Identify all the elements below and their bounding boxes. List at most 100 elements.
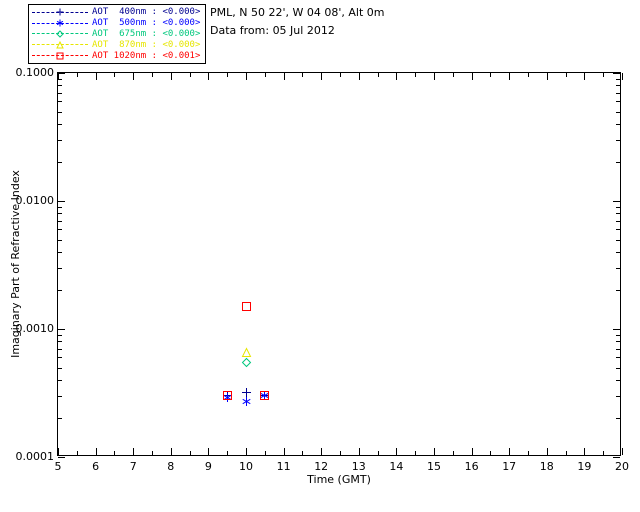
x-major-tick bbox=[358, 73, 360, 80]
y-minor-tick bbox=[616, 111, 620, 113]
x-minor-tick bbox=[415, 73, 417, 77]
y-minor-tick bbox=[616, 395, 620, 397]
legend-dash-line bbox=[32, 44, 88, 46]
legend-line-sample bbox=[32, 40, 88, 49]
square-marker-icon bbox=[260, 391, 270, 401]
y-tick-label: 0.1000 bbox=[15, 66, 55, 79]
legend-entry: AOT 1020nm : <0.001> bbox=[32, 50, 202, 61]
x-minor-tick bbox=[227, 451, 229, 455]
y-minor-tick bbox=[58, 139, 62, 141]
y-minor-tick bbox=[58, 123, 62, 125]
y-tick-label: 0.0100 bbox=[15, 194, 55, 207]
site-location-text: PML, N 50 22', W 04 08', Alt 0m bbox=[210, 6, 385, 19]
x-major-tick bbox=[509, 448, 511, 455]
x-tick-label: 10 bbox=[239, 460, 253, 473]
x-major-tick bbox=[95, 448, 97, 455]
x-tick-label: 12 bbox=[314, 460, 329, 473]
x-major-tick bbox=[58, 448, 59, 455]
y-minor-tick bbox=[58, 78, 62, 80]
plus-marker-icon bbox=[56, 8, 64, 16]
x-major-tick bbox=[358, 448, 360, 455]
y-minor-tick bbox=[616, 334, 620, 336]
y-minor-tick bbox=[58, 213, 62, 215]
x-minor-tick bbox=[114, 451, 116, 455]
x-tick-label: 16 bbox=[464, 460, 479, 473]
y-major-tick bbox=[58, 201, 65, 202]
asterisk-marker-icon bbox=[56, 19, 64, 27]
y-minor-tick bbox=[616, 239, 620, 241]
legend-label: AOT 675nm : <0.000> bbox=[92, 28, 201, 39]
x-tick-label: 19 bbox=[577, 460, 592, 473]
y-minor-tick bbox=[58, 348, 62, 350]
asterisk-marker-icon bbox=[223, 393, 232, 403]
x-minor-tick bbox=[565, 73, 567, 77]
y-minor-tick bbox=[58, 220, 62, 222]
x-major-tick bbox=[546, 73, 548, 80]
data-point-marker bbox=[260, 391, 270, 401]
plus-marker-icon bbox=[241, 387, 251, 397]
legend-entry: AOT 675nm : <0.000> bbox=[32, 29, 202, 40]
x-axis-title: Time (GMT) bbox=[307, 473, 371, 486]
y-minor-tick bbox=[616, 229, 620, 231]
y-axis-title: Imaginary Part of Refractive Index bbox=[9, 170, 22, 358]
legend-label: AOT 500nm : <0.000> bbox=[92, 18, 201, 29]
y-minor-tick bbox=[616, 220, 620, 222]
x-major-tick bbox=[133, 73, 135, 80]
legend-line-sample bbox=[32, 51, 88, 60]
asterisk-marker-icon bbox=[260, 391, 269, 401]
legend-marker bbox=[56, 19, 64, 27]
legend-label: AOT 400nm : <0.000> bbox=[92, 7, 201, 18]
y-minor-tick bbox=[616, 85, 620, 87]
x-minor-tick bbox=[528, 451, 529, 455]
triangle-marker-icon bbox=[56, 40, 64, 49]
x-minor-tick bbox=[264, 451, 266, 455]
y-minor-tick bbox=[58, 229, 62, 231]
x-major-tick bbox=[170, 73, 172, 80]
y-tick-label: 0.0001 bbox=[15, 450, 55, 463]
x-tick-label: 6 bbox=[92, 460, 100, 473]
y-minor-tick bbox=[58, 395, 62, 397]
y-minor-tick bbox=[616, 162, 620, 164]
x-minor-tick bbox=[340, 451, 341, 455]
y-minor-tick bbox=[616, 78, 620, 80]
plot-area: 5 6 7 8 9 10 11 12 13 14 15 16 17 18 19 20 0.1000 0.0100 0… bbox=[16, 66, 630, 473]
y-minor-tick bbox=[616, 213, 620, 215]
y-minor-tick bbox=[58, 206, 62, 208]
data-point-marker bbox=[241, 301, 251, 311]
x-major-tick bbox=[622, 73, 623, 80]
x-tick-label: 7 bbox=[129, 460, 137, 473]
legend-marker bbox=[56, 52, 64, 60]
x-tick-label: 9 bbox=[204, 460, 212, 473]
x-tick-label: 14 bbox=[389, 460, 404, 473]
y-minor-tick bbox=[616, 379, 620, 381]
x-major-tick bbox=[584, 73, 586, 80]
x-tick-label: 13 bbox=[351, 460, 366, 473]
x-major-tick bbox=[471, 448, 473, 455]
y-minor-tick bbox=[58, 267, 62, 269]
x-major-tick bbox=[396, 448, 398, 455]
x-major-tick bbox=[471, 73, 473, 80]
x-major-tick bbox=[95, 73, 97, 80]
x-minor-tick bbox=[189, 451, 191, 455]
x-major-tick bbox=[58, 73, 59, 80]
y-minor-tick bbox=[616, 341, 620, 343]
x-major-tick bbox=[396, 73, 398, 80]
y-major-tick bbox=[613, 73, 620, 74]
x-minor-tick bbox=[302, 73, 304, 77]
x-major-tick bbox=[283, 73, 285, 80]
legend-entry: AOT 870nm : <0.000> bbox=[32, 39, 202, 50]
y-minor-tick bbox=[616, 267, 620, 269]
x-minor-tick bbox=[340, 73, 341, 77]
x-major-tick bbox=[584, 448, 586, 455]
y-minor-tick bbox=[58, 92, 62, 94]
y-tick-label: 0.0010 bbox=[15, 322, 55, 335]
legend-marker bbox=[56, 8, 64, 16]
x-minor-tick bbox=[452, 451, 454, 455]
y-minor-tick bbox=[616, 251, 620, 253]
data-point-marker bbox=[241, 397, 251, 407]
x-major-tick bbox=[246, 73, 247, 80]
data-point-marker bbox=[260, 391, 269, 401]
x-minor-tick bbox=[490, 451, 492, 455]
x-major-tick bbox=[133, 448, 135, 455]
